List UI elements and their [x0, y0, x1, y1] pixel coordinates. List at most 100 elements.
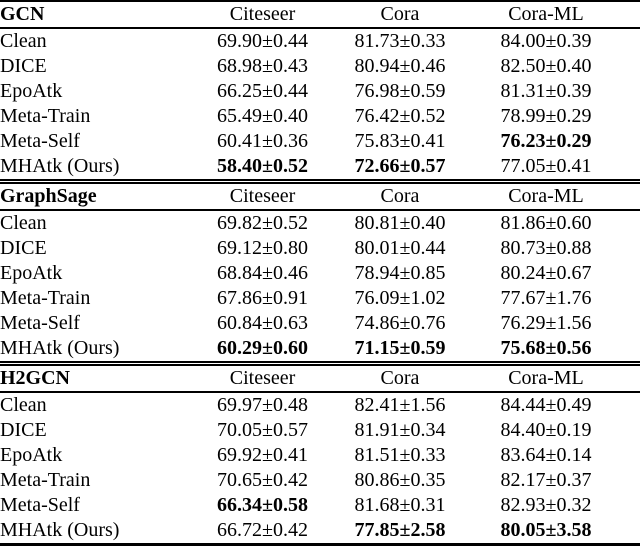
value-cell: 60.29±0.60	[195, 336, 330, 366]
value-cell: 71.15±0.59	[330, 336, 470, 366]
table-row: DICE 69.12±0.80 80.01±0.44 80.73±0.88	[0, 236, 640, 261]
table-row: Clean 69.97±0.48 82.41±1.56 84.44±0.49	[0, 392, 640, 418]
method-name-cell: Meta-Self	[0, 494, 80, 516]
value-cell: 77.67±1.76	[500, 287, 592, 309]
value-cell: 81.91±0.34	[354, 419, 446, 441]
column-header-citeseer: Citeseer	[195, 363, 330, 393]
value-cell: 80.05±3.58	[470, 518, 640, 546]
value-cell: 76.23±0.29	[500, 130, 592, 152]
value-cell: 80.94±0.46	[354, 55, 446, 77]
table-row: MHAtk (Ours) 66.72±0.42 77.85±2.58 80.05±3.…	[0, 518, 640, 546]
value-cell: 76.09±1.02	[354, 287, 446, 309]
value-cell: 77.85±2.58	[330, 518, 470, 546]
column-header-cora-ml: Cora-ML	[470, 363, 640, 393]
method-name-cell: Clean	[0, 30, 47, 52]
value-cell: 68.84±0.46	[217, 262, 308, 284]
column-header-cora: Cora	[330, 181, 470, 211]
value-cell: 60.41±0.36	[217, 130, 308, 152]
method-name-cell: EpoAtk	[0, 444, 63, 466]
value-cell: 70.05±0.57	[217, 419, 308, 441]
method-name-cell: MHAtk (Ours)	[0, 336, 195, 366]
table-row: MHAtk (Ours) 58.40±0.52 72.66±0.57 77.05±0.…	[0, 154, 640, 184]
table-row: Meta-Train 67.86±0.91 76.09±1.02 77.67±1.76	[0, 286, 640, 311]
value-cell: 82.41±1.56	[354, 394, 446, 416]
value-cell: 66.34±0.58	[217, 494, 308, 516]
method-name-cell: DICE	[0, 237, 47, 259]
value-cell: 70.65±0.42	[217, 469, 308, 491]
value-cell: 81.68±0.31	[354, 494, 446, 516]
value-cell: 65.49±0.40	[217, 105, 308, 127]
table-row: EpoAtk 69.92±0.41 81.51±0.33 83.64±0.14	[0, 443, 640, 468]
value-cell: 75.68±0.56	[470, 336, 640, 366]
method-name-cell: MHAtk (Ours)	[0, 154, 195, 184]
table-row: Clean 69.90±0.44 81.73±0.33 84.00±0.39	[0, 28, 640, 54]
section-header-row: H2GCN Citeseer Cora Cora-ML	[0, 363, 640, 393]
column-header-cora-ml: Cora-ML	[470, 0, 640, 29]
table-row: EpoAtk 68.84±0.46 78.94±0.85 80.24±0.67	[0, 261, 640, 286]
section-header-row: GCN Citeseer Cora Cora-ML	[0, 0, 640, 29]
value-cell: 80.24±0.67	[500, 262, 592, 284]
table-row: Meta-Train 65.49±0.40 76.42±0.52 78.99±0.29	[0, 104, 640, 129]
column-header-citeseer: Citeseer	[195, 0, 330, 29]
method-name-cell: DICE	[0, 419, 47, 441]
value-cell: 74.86±0.76	[354, 312, 446, 334]
value-cell: 78.94±0.85	[354, 262, 446, 284]
value-cell: 76.42±0.52	[354, 105, 446, 127]
model-name: H2GCN	[0, 363, 195, 393]
table-row: Meta-Train 70.65±0.42 80.86±0.35 82.17±0.37	[0, 468, 640, 493]
method-name-cell: MHAtk (Ours)	[0, 518, 195, 546]
method-name-cell: Meta-Self	[0, 312, 80, 334]
column-header-cora: Cora	[330, 363, 470, 393]
method-name-cell: EpoAtk	[0, 262, 63, 284]
value-cell: 72.66±0.57	[330, 154, 470, 184]
value-cell: 78.99±0.29	[500, 105, 592, 127]
value-cell: 69.92±0.41	[217, 444, 308, 466]
method-name-cell: Meta-Self	[0, 130, 80, 152]
table-row: Clean 69.82±0.52 80.81±0.40 81.86±0.60	[0, 210, 640, 236]
value-cell: 58.40±0.52	[195, 154, 330, 184]
value-cell: 69.12±0.80	[217, 237, 308, 259]
table-row: Meta-Self 60.84±0.63 74.86±0.76 76.29±1.56	[0, 311, 640, 336]
method-name-cell: Clean	[0, 212, 47, 234]
value-cell: 69.90±0.44	[217, 30, 308, 52]
method-name-cell: DICE	[0, 55, 47, 77]
value-cell: 67.86±0.91	[217, 287, 308, 309]
model-name: GraphSage	[0, 181, 195, 211]
value-cell: 80.01±0.44	[354, 237, 446, 259]
value-cell: 82.93±0.32	[500, 494, 592, 516]
value-cell: 81.73±0.33	[354, 30, 446, 52]
value-cell: 66.72±0.42	[195, 518, 330, 546]
column-header-cora: Cora	[330, 0, 470, 29]
value-cell: 81.31±0.39	[500, 80, 592, 102]
method-name-cell: Meta-Train	[0, 469, 91, 491]
value-cell: 76.29±1.56	[500, 312, 592, 334]
value-cell: 69.97±0.48	[217, 394, 308, 416]
model-name: GCN	[0, 0, 195, 29]
value-cell: 83.64±0.14	[500, 444, 592, 466]
value-cell: 76.98±0.59	[354, 80, 446, 102]
value-cell: 81.51±0.33	[354, 444, 446, 466]
value-cell: 77.05±0.41	[470, 154, 640, 184]
value-cell: 84.40±0.19	[500, 419, 592, 441]
table-row: DICE 68.98±0.43 80.94±0.46 82.50±0.40	[0, 54, 640, 79]
value-cell: 82.17±0.37	[500, 469, 592, 491]
value-cell: 84.00±0.39	[500, 30, 592, 52]
table-row: Meta-Self 66.34±0.58 81.68±0.31 82.93±0.32	[0, 493, 640, 518]
value-cell: 60.84±0.63	[217, 312, 308, 334]
value-cell: 80.81±0.40	[354, 212, 446, 234]
table-row: Meta-Self 60.41±0.36 75.83±0.41 76.23±0.29	[0, 129, 640, 154]
method-name-cell: Meta-Train	[0, 287, 91, 309]
table-row: DICE 70.05±0.57 81.91±0.34 84.40±0.19	[0, 418, 640, 443]
method-name-cell: Meta-Train	[0, 105, 91, 127]
value-cell: 68.98±0.43	[217, 55, 308, 77]
value-cell: 82.50±0.40	[500, 55, 592, 77]
table-row: EpoAtk 66.25±0.44 76.98±0.59 81.31±0.39	[0, 79, 640, 104]
value-cell: 84.44±0.49	[500, 394, 592, 416]
method-name-cell: Clean	[0, 394, 47, 416]
value-cell: 81.86±0.60	[500, 212, 592, 234]
value-cell: 80.86±0.35	[354, 469, 446, 491]
table-row: MHAtk (Ours) 60.29±0.60 71.15±0.59 75.68±0.…	[0, 336, 640, 366]
value-cell: 80.73±0.88	[500, 237, 592, 259]
